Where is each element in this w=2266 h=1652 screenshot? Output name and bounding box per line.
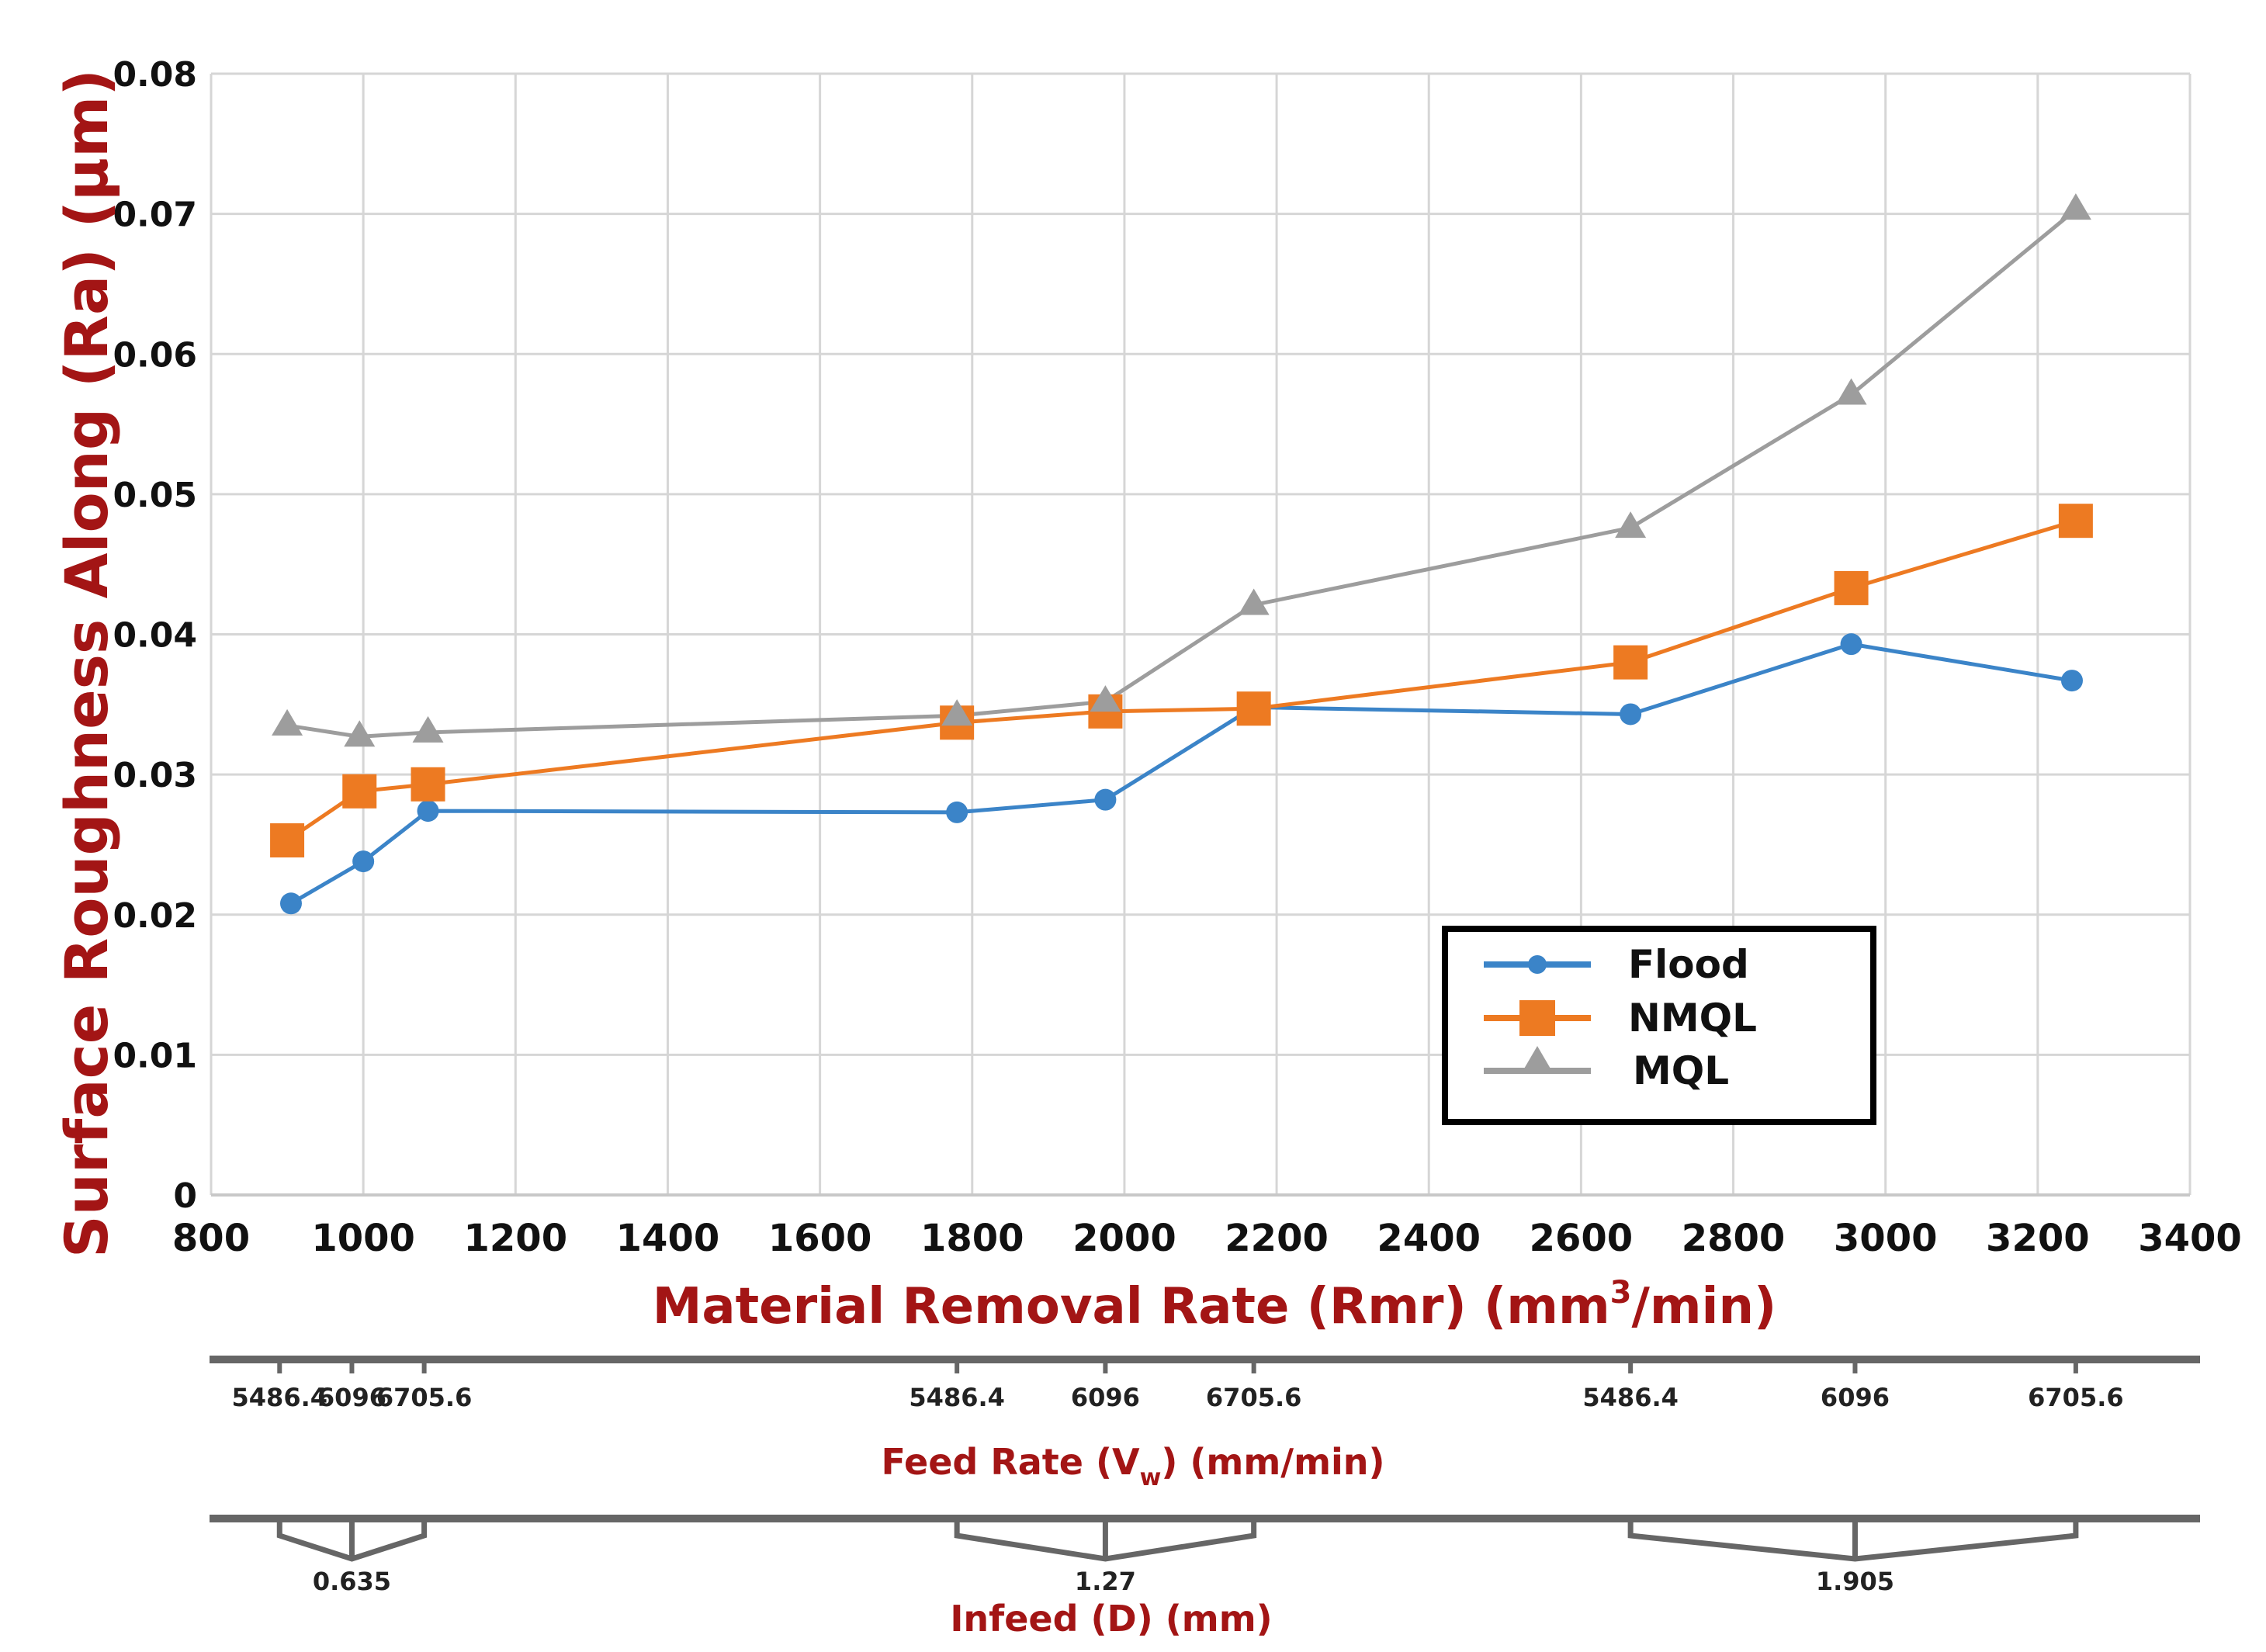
legend-box: [1442, 926, 1876, 1125]
infeed-axis-title: Infeed (D) (mm): [950, 1598, 1272, 1640]
data-point-nmql: [1236, 691, 1271, 726]
infeed-axis: 0.635 1.27 1.905: [210, 1515, 2200, 1596]
infeed-group-label: 0.635: [313, 1567, 391, 1596]
data-point-flood: [946, 801, 968, 823]
data-point-nmql: [342, 774, 377, 809]
data-point-flood: [1840, 633, 1862, 656]
data-point-nmql: [411, 767, 445, 802]
x-tick-label: 3400: [2138, 1217, 2242, 1260]
y-tick-label: 0.08: [113, 55, 197, 95]
x-axis-title: Material Removal Rate (Rmr) (mm3/min): [653, 1275, 1777, 1335]
feed-rate-tick-label: 6096: [1071, 1383, 1140, 1412]
data-point-mql: [941, 699, 973, 726]
feed-rate-tick-label: 5486.4: [232, 1383, 327, 1412]
y-tick-label: 0.02: [113, 896, 197, 936]
feed-rate-tick-label: 6705.6: [2028, 1383, 2123, 1412]
data-point-flood: [352, 850, 375, 873]
x-tick-label: 2400: [1377, 1217, 1481, 1260]
legend-mql-label: MQL: [1633, 1048, 1729, 1093]
feed-rate-tick-label: 6705.6: [1206, 1383, 1301, 1412]
legend-mql-marker: [1521, 1046, 1554, 1074]
data-point-mql: [344, 720, 376, 747]
x-tick-label: 1600: [768, 1217, 872, 1260]
feed-rate-tick-label: 6096: [317, 1383, 386, 1412]
x-tick-label: 2600: [1530, 1217, 1634, 1260]
x-tick-label: 3200: [1986, 1217, 2090, 1260]
y-tick-label: 0.06: [113, 335, 197, 375]
feed-rate-axis-title: Feed Rate (Vw) (mm/min): [881, 1441, 1384, 1491]
x-tick-labels: 800 1000 1200 1400 1600 1800 2000 2200 2400 2600 2…: [172, 1217, 2242, 1260]
y-tick-label: 0.01: [113, 1036, 197, 1075]
y-tick-label: 0.05: [113, 476, 197, 515]
x-axis-title-tail: /min): [1631, 1278, 1776, 1335]
data-point-nmql: [2058, 504, 2093, 539]
data-point-flood: [417, 800, 439, 823]
y-axis-title: Surface Roughness Along (Ra) (μm): [52, 69, 121, 1258]
data-point-mql: [412, 715, 444, 743]
data-point-flood: [2060, 670, 2083, 692]
feed-rate-tick-label: 6705.6: [376, 1383, 472, 1412]
feed-rate-tick-label: 5486.4: [909, 1383, 1004, 1412]
data-point-mql: [1615, 511, 1647, 539]
legend-nmql-marker: [1519, 1000, 1555, 1036]
x-tick-label: 1400: [616, 1217, 720, 1260]
feed-rate-tick-label: 6096: [1821, 1383, 1890, 1412]
infeed-group-label: 1.27: [1075, 1567, 1136, 1596]
data-point-mql: [2060, 193, 2091, 220]
y-tick-label: 0: [173, 1176, 197, 1216]
data-point-nmql: [270, 823, 305, 858]
x-tick-label: 1800: [920, 1217, 1024, 1260]
x-tick-label: 1000: [311, 1217, 415, 1260]
y-tick-label: 0.03: [113, 756, 197, 795]
infeed-group-label: 1.905: [1816, 1567, 1894, 1596]
y-tick-label: 0.04: [113, 616, 197, 656]
x-tick-label: 3000: [1834, 1217, 1938, 1260]
x-axis-title-sup: 3: [1610, 1275, 1632, 1311]
x-axis-title-main: Material Removal Rate (Rmr) (mm: [653, 1278, 1610, 1335]
legend-nmql-label: NMQL: [1628, 996, 1757, 1041]
legend-flood-label: Flood: [1628, 942, 1749, 987]
x-tick-label: 1200: [464, 1217, 568, 1260]
data-point-nmql: [1834, 570, 1869, 605]
x-tick-label: 2200: [1225, 1217, 1329, 1260]
x-tick-label: 2800: [1682, 1217, 1786, 1260]
series-markers: [270, 193, 2093, 915]
x-tick-label: 2000: [1072, 1217, 1176, 1260]
data-point-mql: [272, 708, 303, 736]
legend-flood-marker: [1528, 955, 1547, 974]
data-point-flood: [1620, 703, 1642, 726]
feed-rate-title-tail: ) (mm/min): [1161, 1441, 1384, 1483]
legend: Flood NMQL MQL: [1442, 926, 1876, 1125]
feed-rate-tick-label: 5486.4: [1582, 1383, 1678, 1412]
y-tick-label: 0.07: [113, 196, 197, 235]
data-point-nmql: [1613, 645, 1648, 680]
data-point-flood: [279, 892, 302, 915]
feed-rate-title-main: Feed Rate (V: [881, 1441, 1140, 1483]
data-point-mql: [1835, 378, 1867, 405]
data-point-mql: [1238, 588, 1270, 615]
data-point-mql: [1090, 685, 1121, 712]
data-point-flood: [1094, 788, 1117, 811]
feed-rate-title-sub: w: [1140, 1464, 1162, 1491]
x-tick-label: 800: [172, 1217, 250, 1260]
y-tick-labels: 0 0.01 0.02 0.03 0.04 0.05 0.06 0.07 0.08: [113, 55, 197, 1216]
